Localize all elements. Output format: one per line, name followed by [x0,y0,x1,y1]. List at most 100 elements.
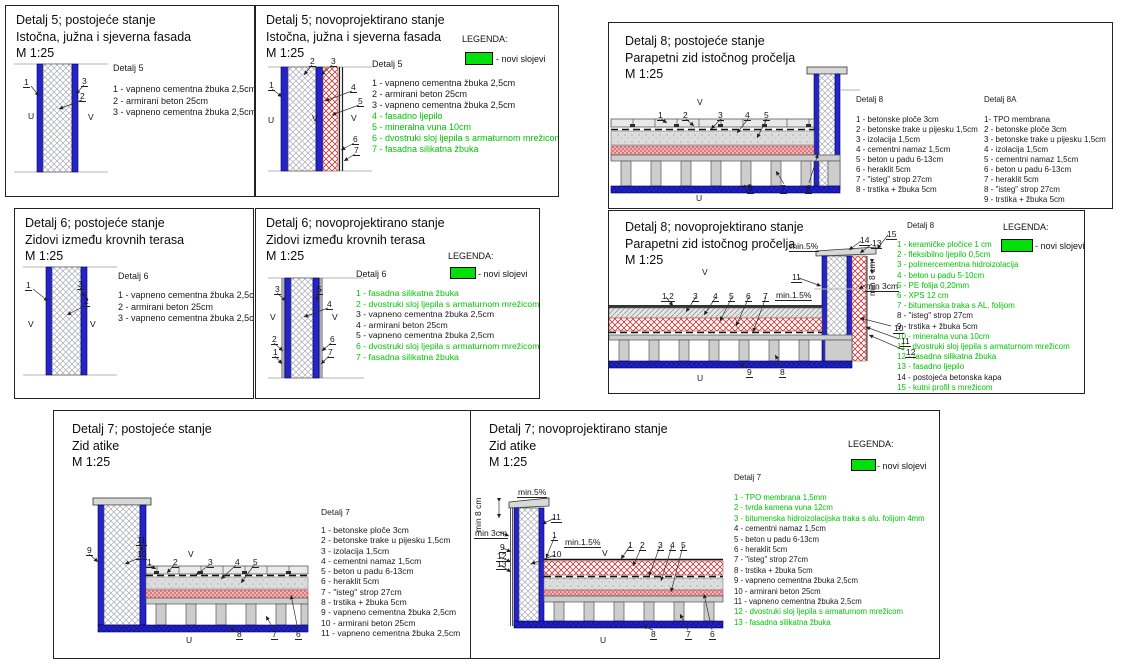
drawing-label: min.1.5% [564,537,602,548]
drawing-labels: 1 3 2 U V [6,6,254,196]
legenda-label: LEGENDA: [1003,222,1049,232]
panel-title: Detalj 6; novoprojektirano stanje Zidovi… [266,216,445,264]
drawing-label: V [697,97,703,107]
drawing-label: 8 [779,367,786,378]
drawing-label: 3 [77,279,84,290]
legend-item: 7 - fasadna silikatna žbuka [356,351,459,362]
legend-title: Detalj 5 [113,63,144,73]
legend-item: 3 - vapneno cementna žbuka 2,5cm [356,309,495,320]
drawing-label: 1 [627,540,634,551]
legend-item: 7 - "isteg" strop 27cm [856,175,932,184]
legenda-note: - novi slojevi [496,54,546,64]
drawing-label: 1 [268,80,275,91]
legend-item: 2 - betonske ploče 3cm [984,125,1067,134]
legend-item: 2 - tvrda kamena vuna 12cm [734,503,833,513]
legend-title: Detalj 5 [372,59,403,69]
legend-items: 1 - vapneno cementna žbuka 2,5cm 2 - armi… [372,78,558,155]
drawing-label: min 8 cm [473,497,483,532]
panel-detalj6-new: Detalj 6; novoprojektirano stanje Zidovi… [255,208,540,399]
panel-detalj6-old: Detalj 6; postojeće stanje Zidovi između… [14,208,254,399]
drawing-labels: 9 11 10 1 2 3 4 5 V 8 7 6 U [54,411,471,658]
drawing-label: 1 [657,110,664,121]
legend-item: 15 - kutni profil s mrežicom [897,382,993,392]
drawing-labels: 1 3 2 V V [15,209,253,398]
legend-item: 3 - polimercementna hidroizolacija [897,260,1019,270]
panel-detalj7-old: Detalj 7; postojeće stanje Zid atike M 1… [53,410,472,659]
legenda-label: LEGENDA: [462,34,508,44]
legend-item: 10 - mineralna vuna 10cm [897,331,990,341]
legend-title: Detalj 6 [118,271,149,281]
legend-item: 1 - fasadna silikatna žbuka [356,288,459,298]
legenda-label: LEGENDA: [848,439,894,449]
legend-item: 2 - fleksibilno ljepilo 0,5cm [897,250,991,260]
legend-item: 2 - betonske trake u pijesku 1,5cm [856,125,978,134]
drawing-label: 7 [762,291,769,302]
drawing-label: V [332,312,338,322]
legend-item: 8 - "isteg" strop 27cm [984,185,1060,194]
legend-item: 10 - armirani beton 25cm [321,617,416,628]
legend-item: 9 - trstika + žbuka 5cm [897,321,978,331]
drawing-label: 4 [326,299,333,310]
drawing-label: 2 [682,110,689,121]
legend-title: Detalj 6 [356,269,387,279]
drawing-label: 3 [207,557,214,568]
drawing-label: U [600,635,607,645]
drawing-label: U [28,111,35,121]
panel-detalj7-new: Detalj 7; novoprojektirano stanje Zid at… [470,410,940,659]
drawing-label: 5 [728,291,735,302]
drawing-label: 4 [234,557,241,568]
legend-item: 7 - bitumenska traka s AL. folijom [897,301,1015,311]
legend-item: 12 - dvostruki sloj ljepila s armaturnom… [734,607,903,617]
drawing-label: 1 [23,77,30,88]
drawing-label: 6 [709,629,716,640]
legend-item: 1 - vapneno cementna žbuka 2,5cm [372,78,516,88]
drawing-label: 12 [905,347,917,358]
drawing-label: 3 [692,291,699,302]
drawing-label: 8 [236,629,243,640]
drawing-label: 2 [83,296,90,307]
drawing-label: U [697,373,704,383]
drawing-label: 6 [295,629,302,640]
legend-item: 4 - izolacija 1,5cm [984,145,1049,154]
new-layers-swatch [450,267,476,279]
panel-detalj5-new: Detalj 5; novoprojektirano stanje Istočn… [255,5,559,197]
drawing-label: 2 [271,334,278,345]
legenda-note: - novi slojevi [877,461,927,471]
legend-title: Detalj 8 [907,221,935,230]
legend-item: 6 - dvostruki sloj ljepila s armaturnom … [356,340,540,351]
legend-item: 11 - dvostruki sloj ljepila s armaturnom… [897,342,1070,352]
drawing-label: 10 [551,549,563,560]
drawing-label: V [90,319,96,329]
legend-item: 4 - fasadno ljepilo [372,111,443,121]
drawing-label: min.5% [789,241,820,252]
legend-item: 4 - armirani beton 25cm [356,319,448,330]
drawing-label: 5 [316,284,323,295]
legend-item: 3 - izolacija 1,5cm [321,545,390,556]
legend-item: 3 - bitumenska hidroizolacijska traka s … [734,513,925,523]
legend-item: 7 - fasadna silikatna žbuka [372,144,479,154]
drawing-label: min.5% [517,487,548,498]
legend-item: 8 - trstika + žbuka 5cm [856,185,937,194]
legend-item: 2 - dvostruki sloj ljepila s armaturnom … [356,298,540,309]
legend-item: 7 - heraklit 5cm [984,175,1039,184]
legend-item: 10 - armirani beton 25cm [734,586,821,596]
drawing-label: 6 [805,183,812,194]
drawing-label: 2 [309,56,316,67]
drawing-label: U [696,193,703,203]
legenda-note: - novi slojevi [1035,241,1085,251]
legend-item: 3 - vapneno cementna žbuka 2,5cm [113,107,255,117]
drawing-label: 11 [551,512,562,523]
legend-items: 1 - vapneno cementna žbuka 2,5cm 2 - armi… [113,84,255,119]
panel-title: Detalj 5; postojeće stanje Istočna, južn… [16,13,192,61]
drawing-label: 10 [136,549,148,560]
drawing-label: V [702,267,708,277]
wall-section-drawing [266,51,398,196]
legend-item: 9 - vapneno cementna žbuka 2,5cm [734,576,858,586]
legend-item: 11 - vapneno cementna žbuka 2,5cm [321,627,461,638]
legend-item: 9 - vapneno cementna žbuka 2,5cm [321,607,457,618]
drawing-label: 1 [551,530,558,541]
legend-item: 14 - postojeća betonska kapa [897,372,1002,382]
drawing-label: 10 [893,323,905,334]
drawing-label: U [268,115,275,125]
legend-items: 1 - betonske ploče 3cm 2 - betonske trake… [856,115,978,195]
